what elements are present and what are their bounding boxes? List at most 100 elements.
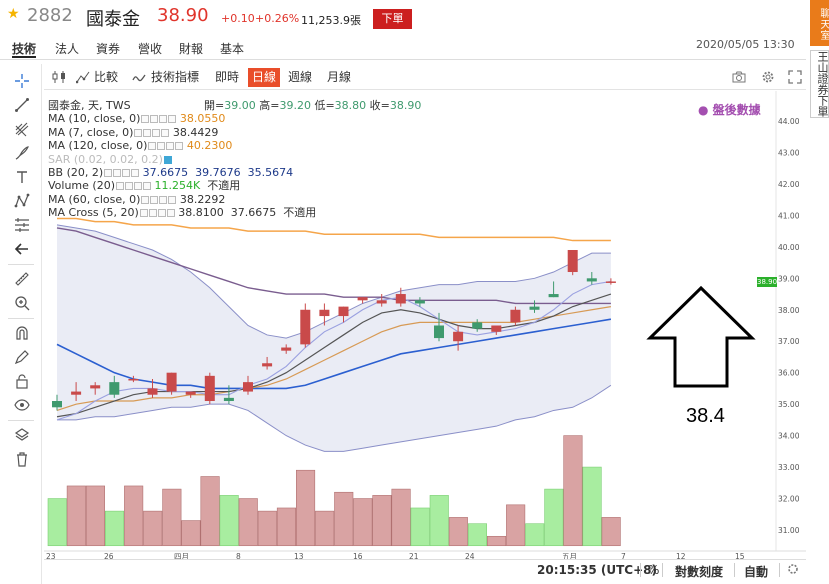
gear-icon[interactable] (761, 69, 775, 83)
candle-body (376, 300, 387, 304)
tab-financials[interactable]: 財報 (179, 42, 204, 56)
candle-body (147, 388, 158, 395)
legend-bb-label: BB (20, 2) (48, 165, 104, 179)
stock-header: ★ 2882 國泰金 38.90 +0.10 +0.26% 11,253.9張 … (0, 0, 806, 38)
legend-ma60-label: MA (60, close, 0) (48, 192, 141, 206)
pitchfork-icon[interactable] (13, 120, 31, 138)
ruler-icon[interactable] (13, 270, 31, 288)
quote-datetime: 2020/05/05 13:30 (696, 38, 795, 51)
volume-bar (601, 517, 621, 547)
compare-button[interactable]: 比較 (94, 70, 119, 84)
candle-body (357, 297, 368, 301)
x-tick-label: 四月 (174, 552, 189, 559)
weekly-button[interactable]: 週線 (288, 70, 313, 84)
broker-order-link[interactable]: 王山證券下單 (810, 50, 829, 118)
volume-bar (429, 495, 449, 547)
tab-basic[interactable]: 基本 (220, 42, 245, 56)
tab-institutional[interactable]: 法人 (55, 42, 80, 56)
daily-button[interactable]: 日線 (248, 68, 281, 87)
back-arrow-icon[interactable] (13, 240, 31, 258)
volume-bar (563, 435, 583, 547)
star-icon[interactable]: ★ (7, 6, 20, 22)
volume-bar (257, 510, 277, 547)
tab-revenue[interactable]: 營收 (138, 42, 163, 56)
volume-bar (582, 466, 602, 547)
annotation-label: 38.4 (686, 405, 725, 427)
chatroom-link[interactable]: 聊天室 (810, 0, 829, 46)
zoom-in-icon[interactable] (13, 294, 31, 312)
y-tick-label: 36.00 (778, 369, 800, 378)
settings-icon[interactable] (787, 563, 799, 578)
lock-icon[interactable] (13, 372, 31, 390)
x-tick-label: 8 (236, 552, 241, 559)
chart-canvas[interactable]: 44.00 43.00 42.00 41.00 40.00 39.00 38.00 37.00… (44, 91, 806, 559)
candle-body (71, 391, 82, 395)
legend-ma120-label: MA (120, close, 0) (48, 139, 148, 153)
legend-volume-na: 不適用 (207, 179, 241, 193)
auto-scale-toggle[interactable]: 自動 (744, 565, 769, 579)
tab-technical[interactable]: 技術 (12, 42, 37, 58)
candle-body (319, 309, 330, 317)
volume-bar (66, 485, 86, 547)
legend-open: 39.00 (224, 99, 256, 112)
indicators-button[interactable]: 技術指標 (151, 70, 200, 84)
compare-icon[interactable] (75, 69, 90, 84)
legend-ma10-label: MA (10, close, 0) (48, 112, 141, 126)
volume-bar (143, 510, 163, 547)
y-tick-label: 42.00 (778, 180, 800, 189)
after-hours-toggle[interactable]: ● 盤後數據 (698, 103, 761, 117)
camera-icon[interactable] (732, 69, 746, 83)
percent-toggle[interactable]: % (648, 563, 660, 577)
y-tick-label: 37.00 (778, 337, 800, 346)
up-arrow-annotation (646, 285, 756, 388)
x-tick-label: 21 (409, 552, 419, 559)
text-icon[interactable] (13, 168, 31, 186)
monthly-button[interactable]: 月線 (327, 70, 352, 84)
log-scale-toggle[interactable]: 對數刻度 (675, 565, 724, 579)
realtime-button[interactable]: 即時 (215, 70, 240, 84)
candle-type-icon[interactable] (52, 69, 66, 83)
trash-icon[interactable] (13, 450, 31, 468)
magnet-icon[interactable] (13, 324, 31, 342)
volume-bar (181, 520, 201, 547)
bb-mid-line (56, 318, 612, 390)
volume-bar (162, 488, 182, 547)
legend-ma60-value: 38.2292 (179, 192, 226, 206)
price-chart[interactable]: 44.00 43.00 42.00 41.00 40.00 39.00 38.00 37.00… (44, 91, 806, 559)
volume-bar (544, 488, 564, 547)
trendline-icon[interactable] (13, 96, 31, 114)
crosshair-icon[interactable] (13, 72, 31, 90)
volume-bar (486, 535, 507, 547)
tab-margin[interactable]: 資券 (96, 42, 121, 56)
indicator-icon[interactable] (132, 69, 146, 83)
candle-body (338, 306, 349, 317)
eye-icon[interactable] (13, 396, 31, 414)
candle-body (453, 331, 464, 342)
brush-icon[interactable] (13, 144, 31, 162)
candle-body (510, 309, 521, 323)
fib-icon[interactable] (13, 216, 31, 234)
candle-body (223, 397, 234, 402)
stock-code: 2882 (27, 5, 73, 26)
candle-body (395, 294, 406, 304)
volume-bar (372, 495, 392, 547)
y-tick-label: 44.00 (778, 117, 800, 126)
candle-body (605, 281, 616, 283)
fullscreen-icon[interactable] (788, 69, 802, 84)
candle-body (243, 382, 253, 392)
x-tick-label: 12 (676, 552, 686, 559)
pencil-lock-icon[interactable] (13, 348, 31, 366)
x-tick-label: 26 (104, 552, 114, 559)
last-price-tag: 38.90 (757, 277, 778, 287)
layers-icon[interactable] (13, 426, 31, 444)
volume-bar (353, 498, 373, 547)
candle-body (90, 385, 101, 389)
y-tick-label: 40.00 (778, 243, 800, 252)
legend-ma7-label: MA (7, close, 0) (48, 125, 134, 139)
volume-bar (47, 498, 67, 547)
status-time: 20:15:35 (UTC+8) (537, 563, 657, 577)
order-button[interactable]: 下單 (373, 9, 412, 29)
pattern-icon[interactable] (13, 192, 31, 210)
candle-body (472, 322, 483, 329)
status-bar: 20:15:35 (UTC+8) % 對數刻度 自動 (44, 559, 806, 579)
